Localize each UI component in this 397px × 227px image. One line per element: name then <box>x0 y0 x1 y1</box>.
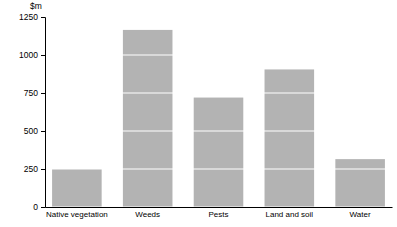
category-label: Weeds <box>135 210 160 219</box>
tick: 1000 <box>19 50 45 60</box>
tick: 500 <box>24 126 45 136</box>
y-axis: 0 250 500 750 1000 1250 <box>19 12 45 212</box>
tick: Pests <box>208 207 228 219</box>
tick-mark <box>41 55 45 56</box>
tick-mark <box>41 131 45 132</box>
tick: 1250 <box>19 12 45 22</box>
grid-line <box>45 55 392 56</box>
bar <box>335 159 385 207</box>
tick: Weeds <box>135 207 160 219</box>
tick-mark <box>41 93 45 94</box>
grid-line <box>45 131 392 132</box>
tick: 750 <box>24 88 45 98</box>
grid-line <box>45 17 392 18</box>
plot-area <box>45 17 392 207</box>
tick-label: 1000 <box>19 50 38 60</box>
category-label: Land and soil <box>266 210 314 219</box>
grid-line <box>45 93 392 94</box>
category-label: Native vegetation <box>46 210 108 219</box>
bar <box>265 69 315 207</box>
tick-label: 500 <box>24 126 38 136</box>
tick: 0 <box>33 202 45 212</box>
tick-mark <box>41 169 45 170</box>
grid-line <box>45 207 392 208</box>
grid-line <box>45 169 392 170</box>
category-label: Pests <box>208 210 228 219</box>
tick-label: 250 <box>24 164 38 174</box>
tick-label: 0 <box>33 202 38 212</box>
tick-mark <box>41 17 45 18</box>
y-axis-line <box>41 18 46 208</box>
tick: 250 <box>24 164 45 174</box>
tick: Land and soil <box>266 207 314 219</box>
axis-title: $m <box>30 1 42 11</box>
tick: Native vegetation <box>46 207 108 219</box>
bar <box>52 169 102 207</box>
tick-label: 750 <box>24 88 38 98</box>
tick-label: 1250 <box>19 12 38 22</box>
category-label: Water <box>350 210 371 219</box>
bar <box>123 30 173 207</box>
tick: Water <box>350 207 371 219</box>
x-axis-line <box>46 207 393 208</box>
chart: 0 250 500 750 1000 1250 Native vegetation Weeds… <box>0 0 397 227</box>
tick-mark <box>41 207 45 208</box>
bar <box>194 98 244 207</box>
x-axis: Native vegetation Weeds Pests Land and soil… <box>46 207 393 219</box>
